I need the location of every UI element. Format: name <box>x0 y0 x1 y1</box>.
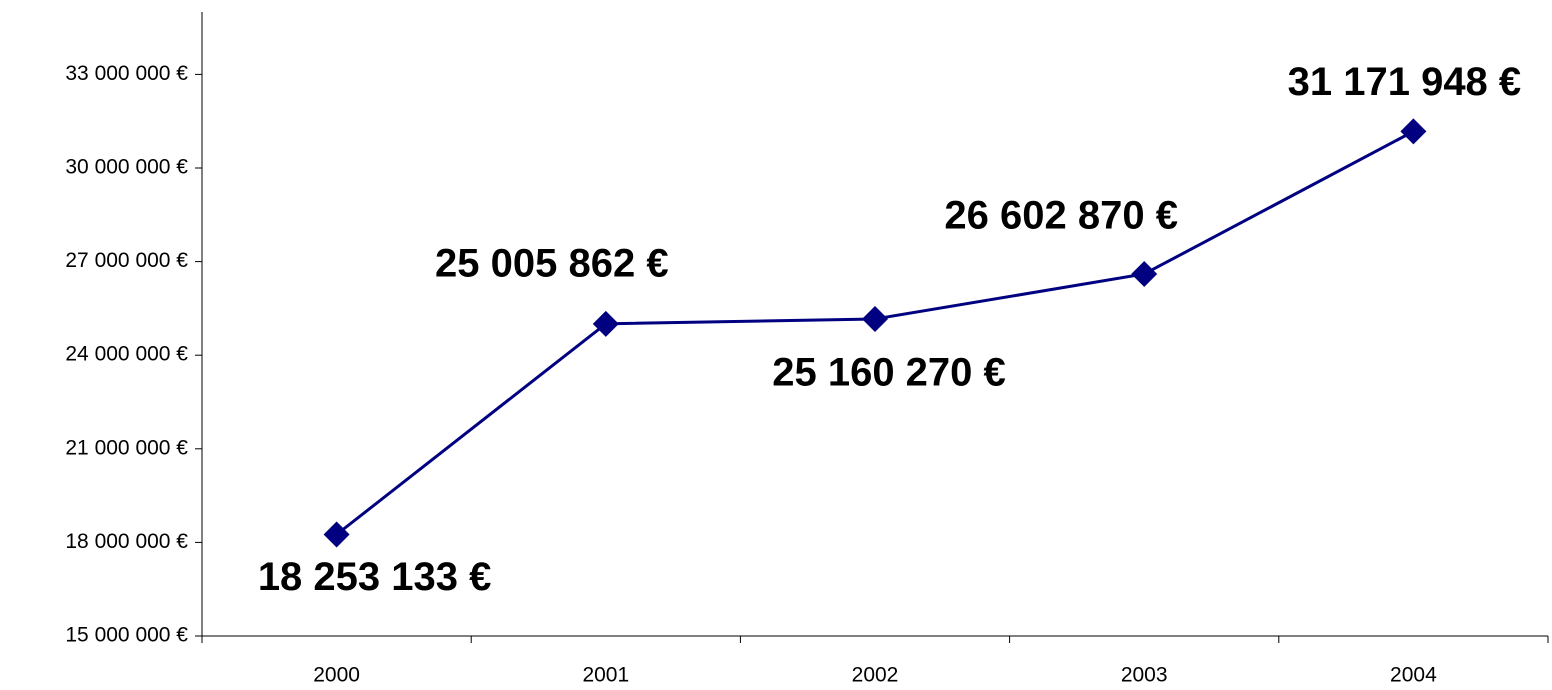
data-label: 25 160 270 € <box>772 351 1006 395</box>
y-tick-label: 18 000 000 € <box>65 530 188 553</box>
data-label: 25 005 862 € <box>435 241 669 285</box>
y-tick-label: 21 000 000 € <box>65 436 188 459</box>
data-label: 26 602 870 € <box>944 194 1178 238</box>
line <box>335 130 1415 536</box>
x-tick-label: 2001 <box>582 664 629 687</box>
y-tick-label: 24 000 000 € <box>65 343 188 366</box>
y-tick-label: 33 000 000 € <box>65 62 188 85</box>
x-tick-label: 2002 <box>852 664 899 687</box>
marker <box>323 521 350 548</box>
data-label: 18 253 133 € <box>258 555 492 599</box>
marker <box>1400 118 1427 145</box>
x-tick-label: 2000 <box>313 664 360 687</box>
y-tick-label: 30 000 000 € <box>65 156 188 179</box>
marker <box>592 310 619 337</box>
data-label: 31 171 948 € <box>1288 60 1522 104</box>
y-tick-label: 15 000 000 € <box>65 624 188 647</box>
y-tick-label: 27 000 000 € <box>65 249 188 272</box>
marker <box>1131 260 1158 287</box>
x-tick-label: 2004 <box>1390 664 1437 687</box>
marker <box>862 305 888 332</box>
x-tick-label: 2003 <box>1121 664 1168 687</box>
